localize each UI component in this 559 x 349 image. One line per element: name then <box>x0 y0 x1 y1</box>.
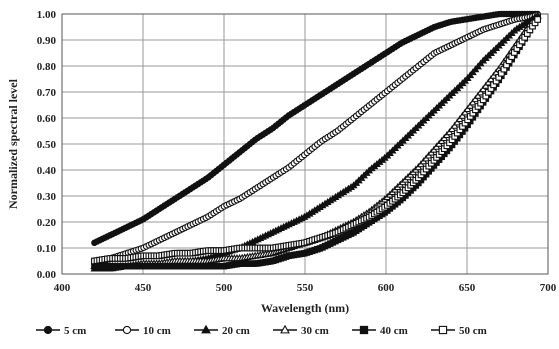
legend-item: 20 cm <box>194 324 250 337</box>
legend-marker <box>438 325 448 335</box>
series-50-cm <box>91 16 541 265</box>
data-point <box>473 91 483 99</box>
y-tick-label: 1.00 <box>37 9 57 21</box>
legend: 5 cm 10 cm 20 cm 30 cm 40 cm 50 cm <box>36 324 487 337</box>
y-tick-label: 0.10 <box>37 243 57 255</box>
data-point <box>455 115 464 123</box>
legend-item: 30 cm <box>273 324 329 337</box>
x-axis-title: Wavelength (nm) <box>261 301 349 315</box>
data-point <box>471 95 480 103</box>
series-5-cm <box>91 10 541 247</box>
data-point <box>481 81 490 89</box>
data-point <box>461 108 470 116</box>
y-tick-label: 0.90 <box>37 35 57 47</box>
data-point <box>468 98 477 106</box>
y-tick-label: 0.80 <box>37 61 57 73</box>
y-tick-label: 0.00 <box>37 269 57 281</box>
legend-label: 20 cm <box>222 325 250 337</box>
x-tick-label: 600 <box>378 282 395 294</box>
y-tick-label: 0.20 <box>37 217 57 229</box>
data-point <box>463 105 472 113</box>
x-tick-label: 450 <box>135 282 152 294</box>
legend-label: 40 cm <box>380 325 408 337</box>
legend-marker <box>201 324 211 334</box>
x-tick-label: 400 <box>54 282 71 294</box>
data-point <box>479 85 488 93</box>
legend-label: 5 cm <box>64 325 86 337</box>
legend-marker <box>280 324 290 334</box>
grid <box>61 13 549 275</box>
data-point <box>534 16 541 23</box>
legend-item: 50 cm <box>431 325 487 337</box>
legend-marker <box>122 325 132 335</box>
series-layer <box>90 10 542 272</box>
legend-label: 50 cm <box>459 325 487 337</box>
data-point <box>448 124 457 133</box>
x-tick-label: 700 <box>540 282 557 294</box>
data-point <box>466 101 475 109</box>
y-tick-label: 0.40 <box>37 165 57 177</box>
legend-marker <box>359 325 369 335</box>
legend-marker <box>43 325 53 335</box>
x-tick-label: 500 <box>216 282 233 294</box>
legend-item: 5 cm <box>36 325 86 337</box>
legend-label: 10 cm <box>143 325 171 337</box>
y-tick-label: 0.50 <box>37 139 57 151</box>
data-point <box>450 121 459 129</box>
data-point <box>458 111 467 119</box>
x-tick-label: 550 <box>297 282 314 294</box>
plot-area <box>61 13 549 275</box>
legend-item: 10 cm <box>115 325 171 337</box>
data-point <box>484 78 493 86</box>
x-tick-label: 650 <box>459 282 476 294</box>
x-axis-ticks: 400 450 500 550 600 650 700 <box>54 282 557 294</box>
y-axis-ticks: 0.00 0.10 0.20 0.30 0.40 0.50 0.60 0.70 0.80 0.90… <box>37 9 57 281</box>
series-30-cm <box>90 11 542 269</box>
data-point <box>476 88 485 96</box>
series-10-cm <box>91 11 541 267</box>
y-tick-label: 0.30 <box>37 191 57 203</box>
legend-item: 40 cm <box>352 325 408 337</box>
data-point <box>453 118 462 126</box>
legend-label: 30 cm <box>301 325 329 337</box>
y-tick-label: 0.70 <box>37 87 57 99</box>
y-tick-label: 0.60 <box>37 113 57 125</box>
y-axis-title: Normalized spectral level <box>6 78 20 209</box>
